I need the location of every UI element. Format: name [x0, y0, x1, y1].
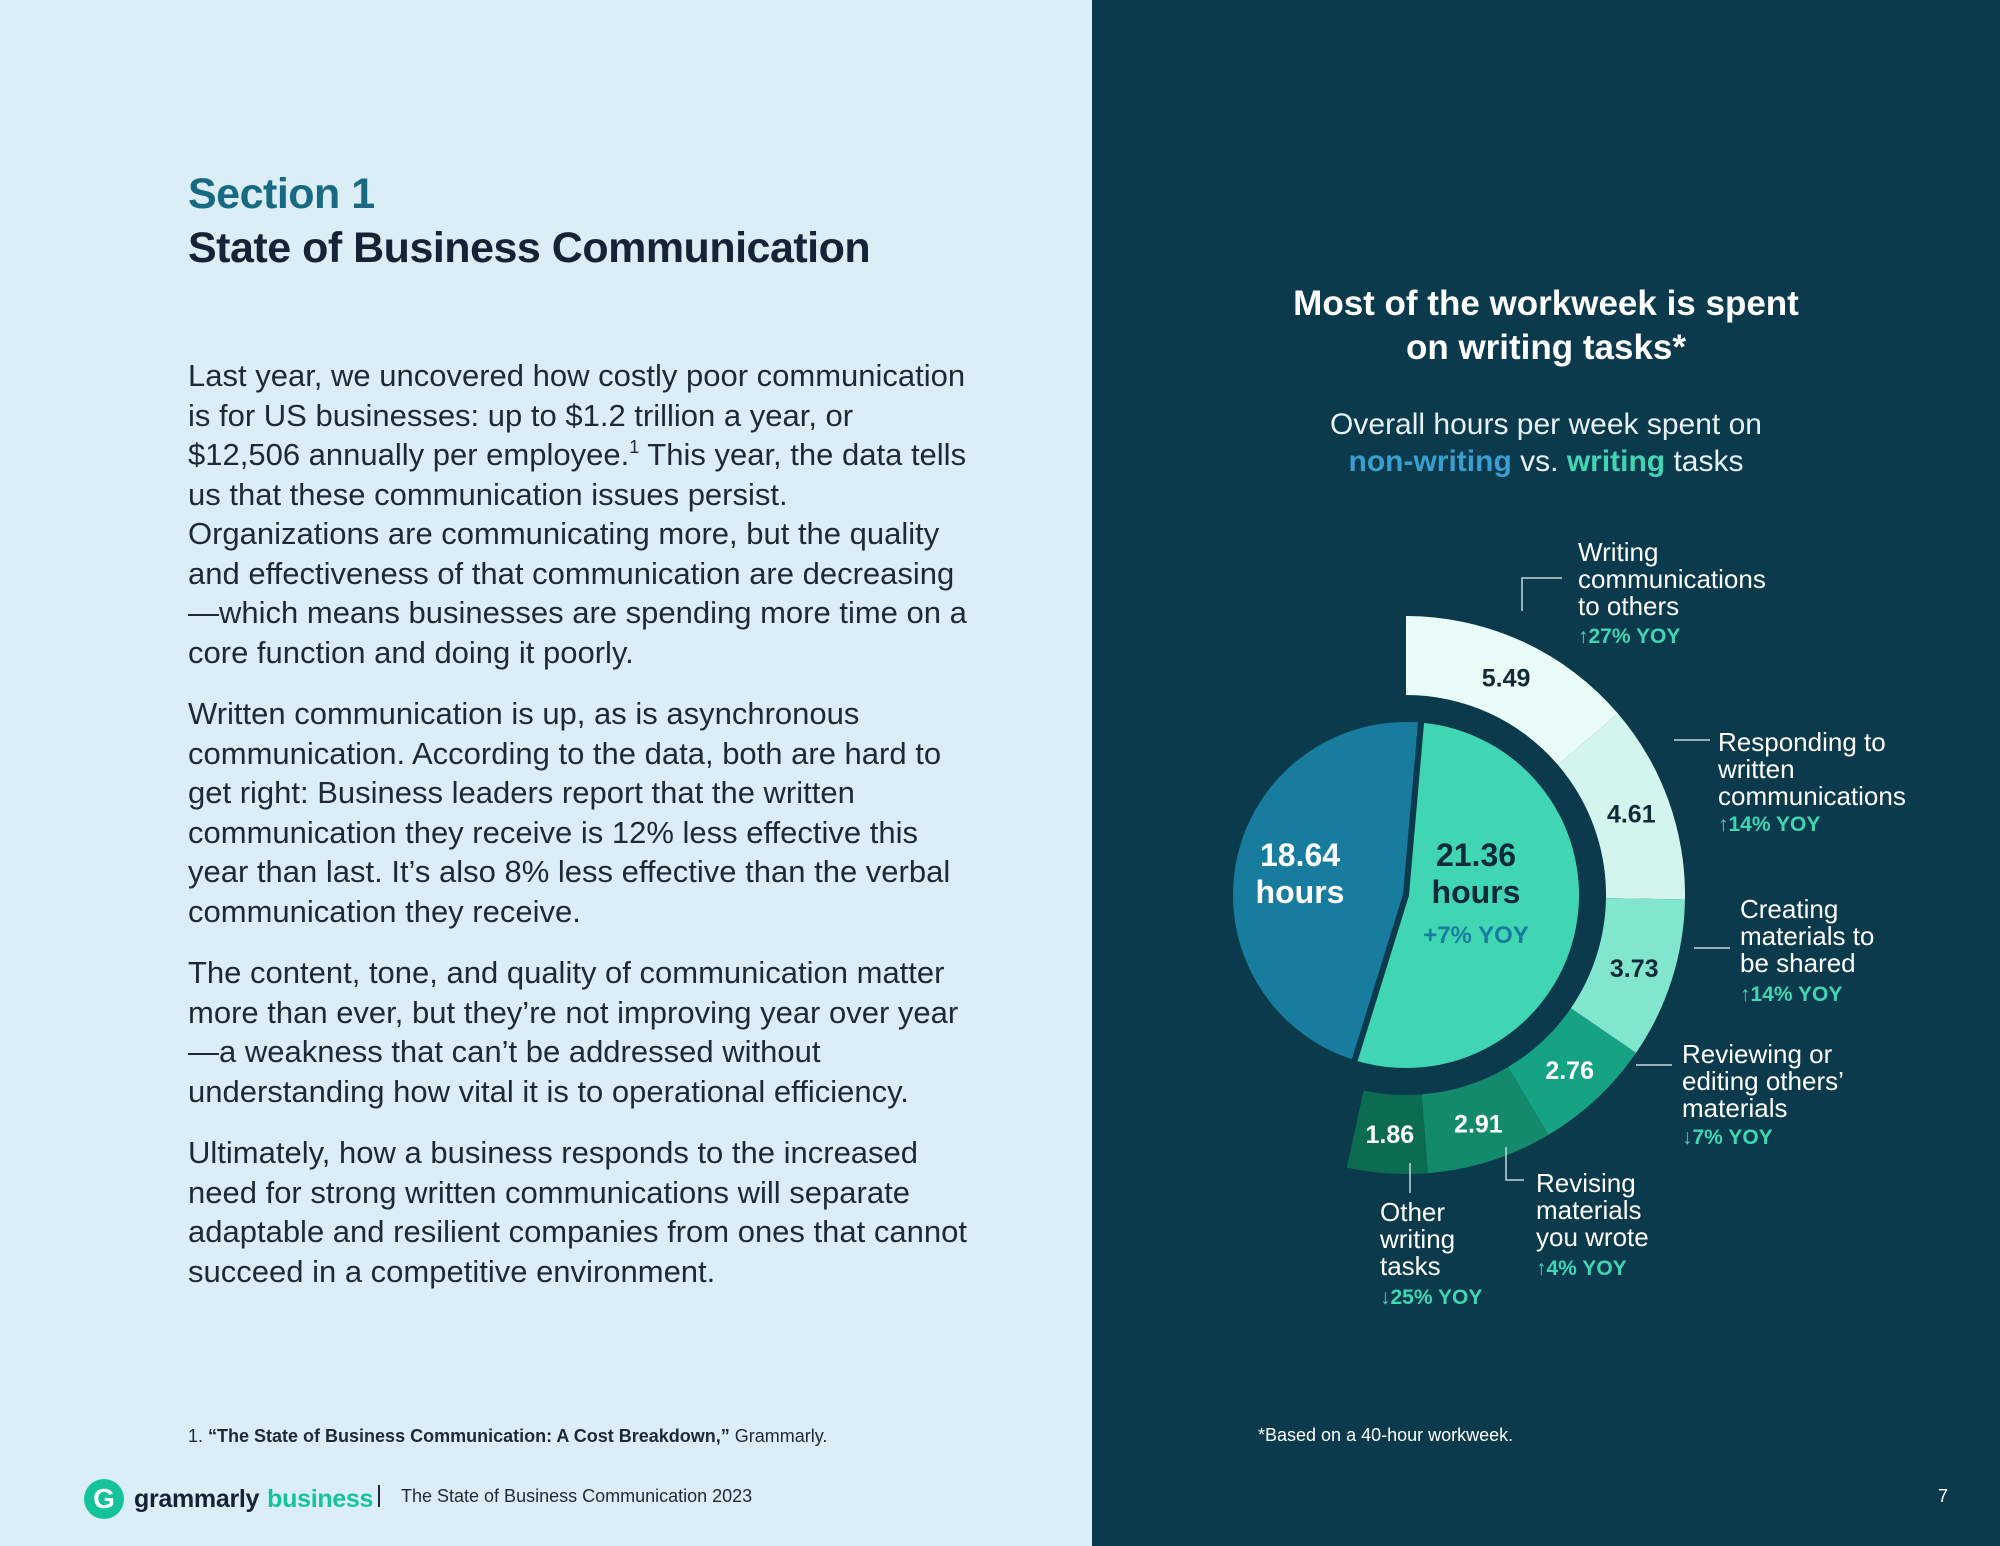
footnote-ref: 1 — [629, 437, 640, 457]
logo-word: grammarly — [134, 1484, 260, 1513]
subtitle-tasks: tasks — [1665, 445, 1744, 478]
annotation-line-1-2: communications — [1578, 564, 1766, 594]
paragraph-1-part-a: Last year, we uncovered how costly poor … — [188, 358, 966, 472]
leader-line-5 — [1505, 1147, 1524, 1181]
annotation-line-1-3: to others — [1578, 591, 1679, 621]
chart-subtitle-line-1: Overall hours per week spent on — [1330, 408, 1762, 441]
chart-title-line-2: on writing tasks* — [1405, 328, 1687, 367]
right-panel — [1092, 0, 2000, 1546]
chart-footnote: *Based on a 40-hour workweek. — [1258, 1425, 1514, 1445]
ring-segment-5 — [1421, 1066, 1549, 1174]
non-writing-unit-label: hours — [1256, 874, 1345, 910]
annotation-line-3-1: Creating — [1740, 894, 1838, 924]
chart-title-line-1: Most of the workweek is spent — [1293, 284, 1799, 323]
leader-line-1 — [1521, 577, 1562, 611]
annotation-line-2-3: communications — [1718, 781, 1906, 811]
ring-value-label-4: 2.76 — [1545, 1057, 1594, 1085]
annotation-line-3-3: be shared — [1740, 948, 1856, 978]
paragraph-1: Last year, we uncovered how costly poor … — [188, 356, 968, 672]
yoy-change-label-2: ↑14% YOY — [1718, 813, 1820, 836]
footer-divider — [378, 1485, 380, 1507]
ring-segment-2 — [1557, 713, 1685, 900]
annotation-line-4-2: editing others’ — [1682, 1066, 1844, 1096]
left-panel — [0, 0, 1092, 1546]
pie-slice-writing — [1350, 716, 1586, 1074]
footnote-number: 1. — [188, 1426, 204, 1446]
annotation-line-6-2: writing — [1379, 1224, 1455, 1254]
subtitle-writing: writing — [1566, 445, 1666, 478]
ring-value-label-5: 2.91 — [1454, 1110, 1503, 1138]
yoy-change-label-3: ↑14% YOY — [1740, 983, 1842, 1006]
non-writing-value-label: 18.64 — [1260, 837, 1340, 873]
ring-segment-4 — [1508, 1008, 1637, 1135]
ring-segment-6 — [1346, 1090, 1428, 1174]
chart-subtitle: Overall hours per week spent on non-writ… — [1092, 406, 2000, 480]
section-title: State of Business Communication — [188, 224, 871, 272]
pie-slice-non-writing — [1227, 716, 1425, 1067]
annotation-line-1-1: Writing — [1578, 537, 1658, 567]
paragraph-2: Written communication is up, as is async… — [188, 696, 951, 929]
ring-value-label-6: 1.86 — [1365, 1121, 1414, 1149]
page-number: 7 — [1938, 1486, 1949, 1506]
annotation-line-5-1: Revising — [1536, 1168, 1636, 1198]
subtitle-nonwriting: non-writing — [1348, 445, 1512, 478]
ring-value-label-3: 3.73 — [1610, 955, 1659, 983]
footnote: 1. “The State of Business Communication:… — [188, 1426, 827, 1447]
writing-value-label: 21.36 — [1436, 837, 1516, 873]
section-label: Section 1 — [188, 170, 375, 218]
footnote-title: “The State of Business Communication: A … — [208, 1426, 730, 1446]
ring-value-label-1: 5.49 — [1482, 664, 1531, 692]
paragraph-3: The content, tone, and quality of commun… — [188, 955, 959, 1109]
annotation-line-5-3: you wrote — [1536, 1222, 1649, 1252]
annotation-line-2-1: Responding to — [1718, 727, 1886, 757]
annotation-line-3-2: materials to — [1740, 921, 1874, 951]
writing-change-label: +7% YOY — [1423, 922, 1529, 949]
yoy-change-label-5: ↑4% YOY — [1536, 1257, 1627, 1280]
logo-suffix: business — [267, 1484, 374, 1513]
annotation-line-2-2: written — [1717, 754, 1795, 784]
writing-unit-label: hours — [1432, 874, 1521, 910]
annotation-line-4-3: materials — [1682, 1093, 1787, 1123]
annotation-line-6-3: tasks — [1380, 1251, 1441, 1281]
annotation-line-4-1: Reviewing or — [1682, 1039, 1833, 1069]
ring-segment-1 — [1406, 616, 1618, 765]
ring-segment-3 — [1570, 898, 1685, 1053]
annotation-line-6-1: Other — [1380, 1197, 1445, 1227]
yoy-change-label-4: ↓7% YOY — [1682, 1126, 1773, 1149]
grammarly-logo-icon: G — [84, 1479, 124, 1519]
chart-title: Most of the workweek is spent on writing… — [1092, 282, 2000, 370]
annotation-line-5-2: materials — [1536, 1195, 1641, 1225]
ring-value-label-2: 4.61 — [1607, 801, 1656, 829]
footer-doc-title: The State of Business Communication 2023 — [401, 1486, 753, 1506]
footnote-source: Grammarly. — [729, 1426, 828, 1446]
yoy-change-label-6: ↓25% YOY — [1380, 1286, 1482, 1309]
body-text: Last year, we uncovered how costly poor … — [188, 356, 968, 1313]
paragraph-1-part-b: This year, the data tells us that these … — [188, 437, 967, 670]
subtitle-vs: vs. — [1511, 445, 1567, 478]
paragraph-4: Ultimately, how a business responds to t… — [188, 1135, 967, 1289]
grammarly-business-logo: G grammarly business — [84, 1478, 373, 1520]
yoy-change-label-1: ↑27% YOY — [1578, 625, 1680, 648]
